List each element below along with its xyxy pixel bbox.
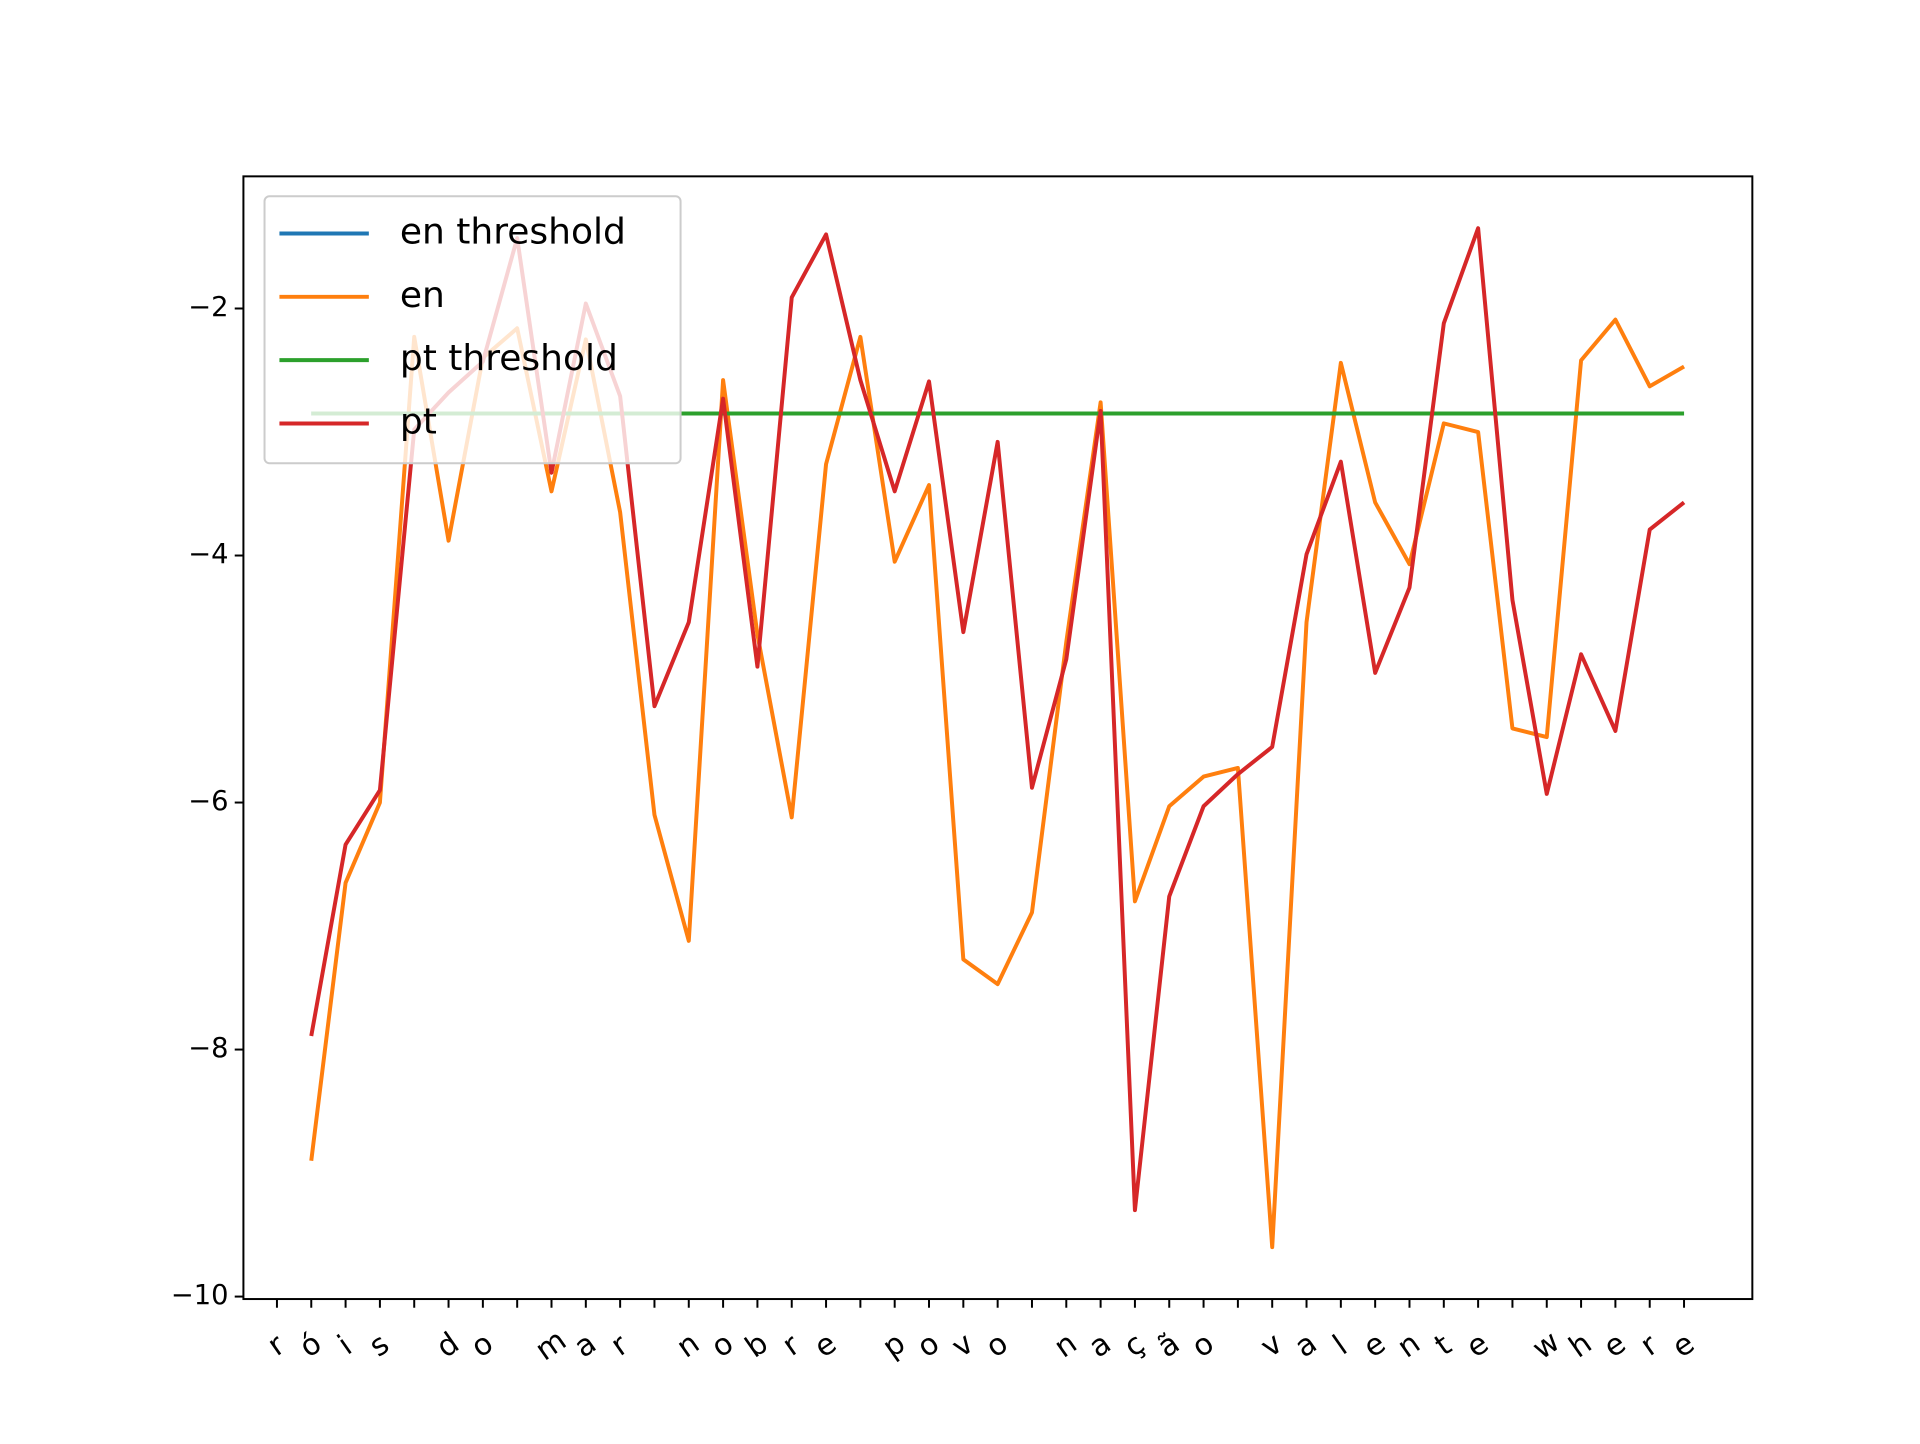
axes-frame bbox=[242, 175, 1754, 1301]
legend-label: en bbox=[400, 275, 445, 316]
y-tick-label: −10 bbox=[171, 1280, 229, 1311]
y-tick-label: −4 bbox=[188, 539, 228, 570]
legend-label: pt threshold bbox=[400, 338, 618, 379]
y-tick-label: −2 bbox=[188, 292, 228, 323]
legend-label: en threshold bbox=[400, 211, 626, 252]
legend: en threshold en pt threshold pt bbox=[263, 195, 682, 465]
legend-label: pt bbox=[400, 401, 437, 442]
y-tick-label: −6 bbox=[188, 786, 228, 817]
y-tick-label: −8 bbox=[188, 1033, 228, 1064]
legend-box bbox=[263, 195, 682, 465]
